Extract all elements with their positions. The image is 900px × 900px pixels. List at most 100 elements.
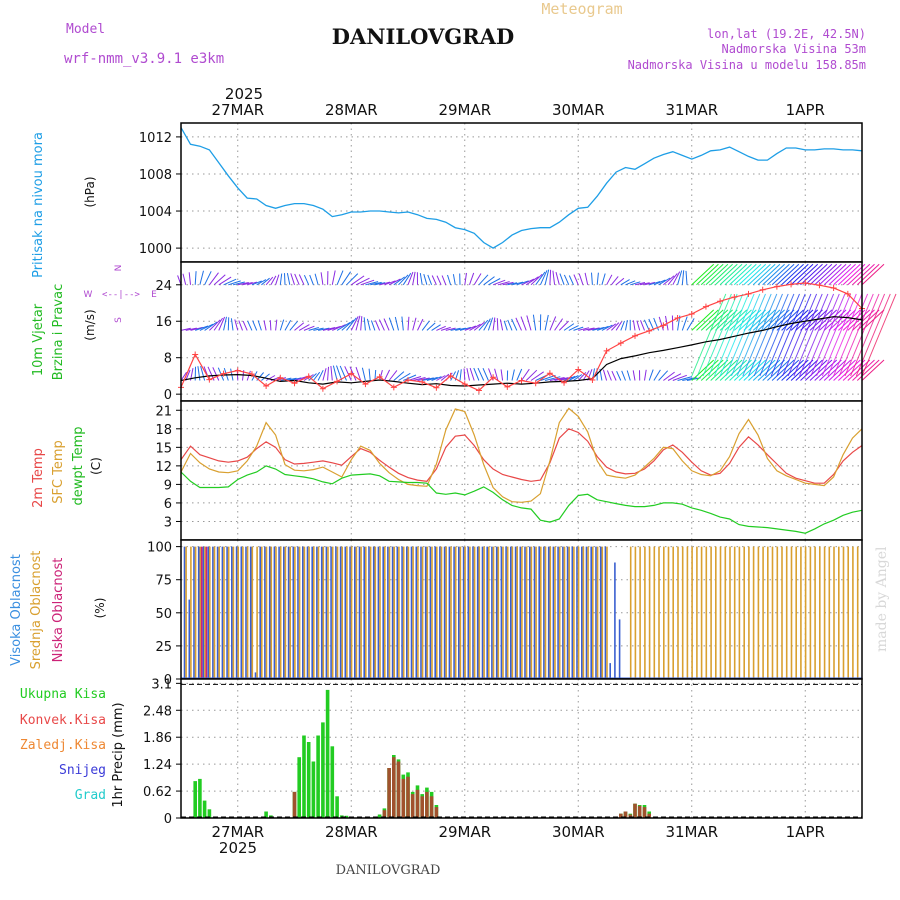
wind-barb <box>388 278 401 286</box>
wind-barb <box>544 314 549 331</box>
wind-barb <box>261 277 270 286</box>
wind-barb <box>520 316 527 331</box>
precip-bar-convective <box>420 796 424 818</box>
wind-compass-arrows: <--|--> <box>102 290 141 300</box>
wind-barb <box>412 377 426 381</box>
wind-gust-marker <box>617 340 624 347</box>
wind-barb <box>247 320 253 331</box>
wind-barb <box>530 273 543 286</box>
wind-barb <box>672 374 687 381</box>
wind-barb <box>313 327 324 331</box>
wind-barb <box>804 359 828 381</box>
wind-barb <box>370 320 376 331</box>
wind-barb <box>445 327 456 331</box>
wind-barb <box>499 319 504 331</box>
wind-barb <box>535 271 546 286</box>
wind-barb <box>464 272 467 285</box>
wind-barb <box>469 323 481 331</box>
wind-barb <box>785 309 809 331</box>
wind-barb <box>632 320 636 331</box>
wind-barb <box>223 316 227 331</box>
wind-barb <box>823 359 847 381</box>
wind-barb <box>507 319 513 331</box>
wind-barb <box>705 309 729 331</box>
wind-panel: 24 16 8 0 <box>155 261 897 403</box>
wind-barb <box>455 327 466 331</box>
wind-barb <box>804 263 828 286</box>
wind-barb <box>606 323 617 331</box>
wind-barb <box>555 271 560 285</box>
wind-compass-w: W <box>84 290 93 300</box>
wind-barb <box>596 272 599 285</box>
wind-barb <box>742 293 778 377</box>
wind-barb <box>584 272 589 285</box>
wind-barb <box>653 279 666 286</box>
wind-barb <box>469 272 475 285</box>
wind-barb <box>257 320 262 331</box>
wind-barb <box>563 323 575 331</box>
wind-barb <box>729 263 752 286</box>
wind-barb <box>279 273 283 285</box>
wind-barb <box>270 275 277 286</box>
wind-gust-marker <box>702 303 709 310</box>
wind-barb <box>331 270 336 285</box>
wind-barb <box>771 359 795 381</box>
wind-barb <box>213 317 224 331</box>
precip-bar-total <box>311 761 316 818</box>
wind-barb <box>606 274 613 286</box>
wind-barb <box>182 273 187 285</box>
wind-barb <box>322 368 327 381</box>
wind-barb <box>419 273 423 285</box>
wind-barb <box>317 369 324 381</box>
wind-barb <box>368 368 371 381</box>
wind-barb <box>426 322 436 331</box>
wind-barb <box>568 375 579 381</box>
wind-barb <box>374 320 381 331</box>
wind-barb <box>771 263 795 286</box>
wind-barb <box>743 359 767 381</box>
wind-barb <box>838 359 861 381</box>
wind-barb <box>180 327 191 331</box>
precip-bar-total <box>207 809 212 818</box>
wind-barb <box>847 309 871 331</box>
wind-barb <box>549 269 552 285</box>
wind-barb <box>265 375 276 381</box>
cloud-ytick-label: 25 <box>155 640 172 655</box>
wind-gust-marker <box>192 351 199 358</box>
wind-barb <box>578 327 590 331</box>
precip-bar-total <box>297 757 301 818</box>
wind-barb <box>440 373 450 381</box>
temp-sfc-line <box>180 407 863 503</box>
wind-barb <box>383 369 391 381</box>
wind-barb <box>821 293 857 377</box>
wind-barb <box>378 319 385 331</box>
wind-barb <box>636 320 641 331</box>
wind-barb <box>478 274 489 286</box>
wind-gust-marker <box>433 384 440 391</box>
wind-barb <box>625 320 628 331</box>
wind-barb <box>417 318 424 331</box>
wind-barb <box>290 273 295 285</box>
wind-gust-marker <box>844 290 851 297</box>
wind-compass-e: E <box>151 290 157 300</box>
wind-barb <box>856 263 880 286</box>
wind-gust-marker <box>319 385 326 392</box>
wind-barb <box>681 316 688 331</box>
precip-bar-convective <box>434 807 439 818</box>
pressure-ytick-label: 1004 <box>139 205 172 220</box>
wind-barb <box>436 375 446 381</box>
wind-barb <box>234 319 239 331</box>
wind-barb <box>275 274 280 285</box>
wind-ytick-label: 16 <box>155 315 172 330</box>
wind-barb <box>663 371 675 381</box>
legend-convective-rain: Konvek.Kisa <box>20 713 106 728</box>
wind-barb <box>714 293 749 377</box>
wind-barb <box>294 322 305 331</box>
wind-barb <box>847 263 871 286</box>
wind-barb <box>653 317 660 331</box>
wind-barb <box>549 316 557 331</box>
wind-barb <box>691 309 715 331</box>
precip-bar-convective <box>642 807 647 818</box>
wind-barb <box>828 359 852 381</box>
wind-barb <box>752 309 776 331</box>
